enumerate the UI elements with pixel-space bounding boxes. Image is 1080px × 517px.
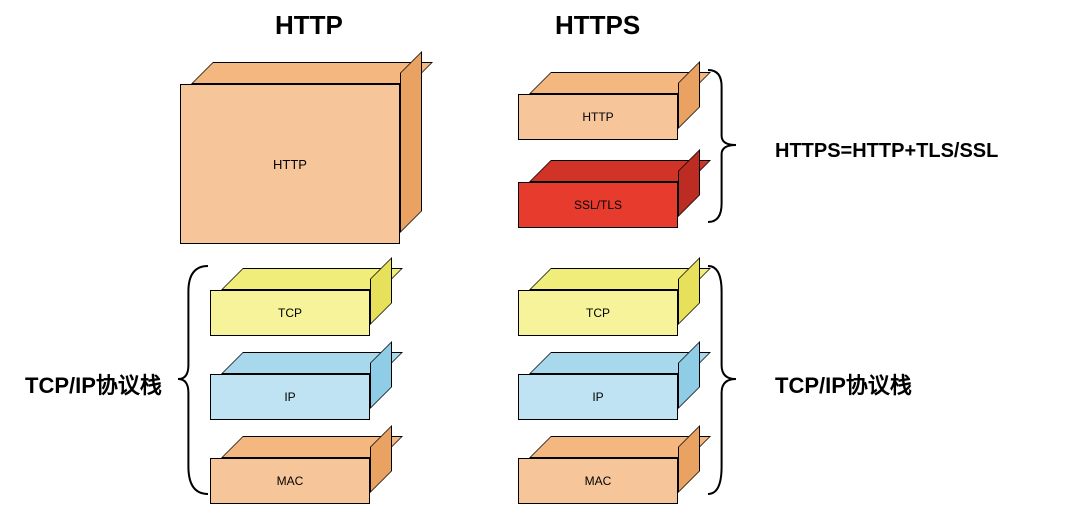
layer-label-ip: IP — [284, 390, 295, 404]
brace-right-tcpip — [706, 264, 740, 498]
layer-label-http_big: HTTP — [273, 157, 307, 172]
title-https: HTTPS — [555, 10, 640, 41]
layer-label-tcp: TCP — [586, 306, 610, 320]
layer-ip: IP — [518, 352, 700, 420]
brace-right-https — [706, 68, 740, 226]
label-https-eq: HTTPS=HTTP+TLS/SSL — [775, 140, 998, 163]
layer-label-mac: MAC — [277, 474, 304, 488]
title-http: HTTP — [275, 10, 343, 41]
layer-tcp: TCP — [518, 268, 700, 336]
layer-ip: IP — [210, 352, 392, 420]
layer-mac: MAC — [210, 436, 392, 504]
layer-label-http: HTTP — [582, 110, 613, 124]
layer-ssltls: SSL/TLS — [518, 160, 700, 228]
label-tcpip-left: TCP/IP协议栈 — [25, 368, 162, 400]
layer-mac: MAC — [518, 436, 700, 504]
diagram-root: { "canvas": { "width": 1080, "height": 5… — [0, 0, 1080, 517]
brace-left-tcpip — [178, 264, 212, 498]
layer-label-ssltls: SSL/TLS — [574, 198, 622, 212]
layer-label-tcp: TCP — [278, 306, 302, 320]
layer-label-ip: IP — [592, 390, 603, 404]
layer-label-mac: MAC — [585, 474, 612, 488]
layer-http: HTTP — [518, 72, 700, 140]
layer-tcp: TCP — [210, 268, 392, 336]
layer-http_big: HTTP — [180, 62, 422, 244]
label-tcpip-right: TCP/IP协议栈 — [775, 368, 912, 400]
